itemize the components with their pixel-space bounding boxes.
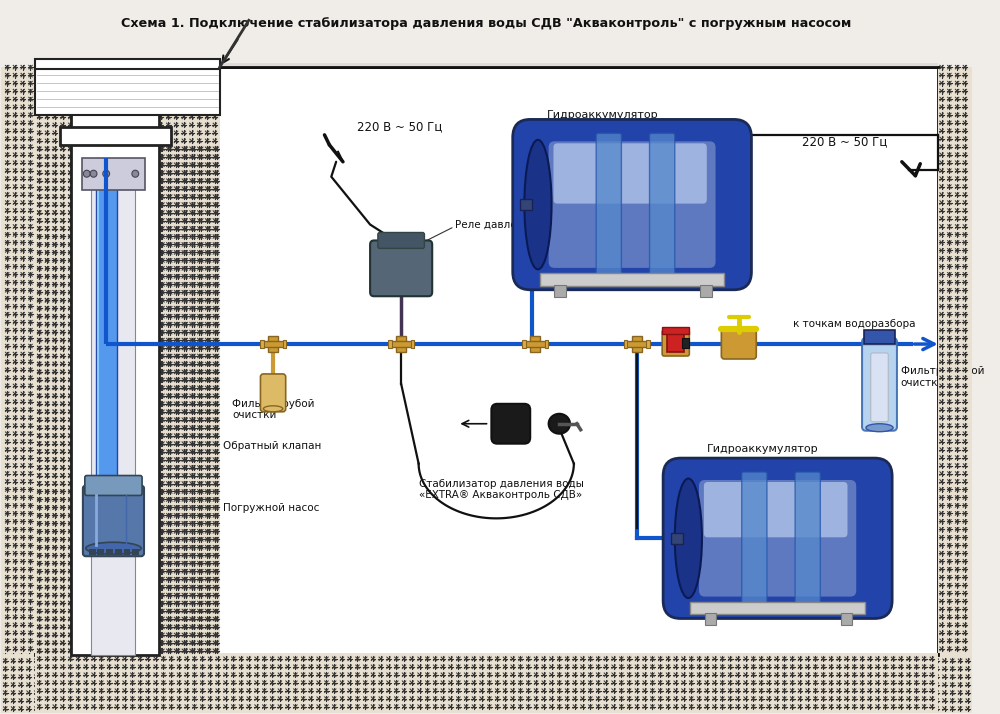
Bar [522, 340, 526, 348]
Bar [260, 340, 264, 348]
Ellipse shape [866, 423, 893, 432]
Bar [35, 59, 220, 69]
Bar [682, 338, 689, 348]
Text: Реле давления воды: Реле давления воды [455, 219, 568, 229]
FancyBboxPatch shape [83, 486, 144, 556]
Bar [35, 67, 938, 655]
Bar [262, 341, 284, 347]
Bar [132, 549, 139, 555]
Bar [540, 273, 724, 286]
Bar [106, 549, 113, 555]
Bar [96, 185, 117, 493]
Bar [554, 285, 566, 297]
Bar [283, 340, 286, 348]
Bar [35, 653, 938, 713]
Ellipse shape [86, 542, 141, 554]
FancyBboxPatch shape [704, 482, 847, 538]
Bar [89, 549, 96, 555]
Bar [1, 70, 35, 658]
Text: Фильтр тонкой
очистки: Фильтр тонкой очистки [901, 366, 984, 388]
FancyBboxPatch shape [260, 374, 286, 412]
FancyBboxPatch shape [370, 241, 432, 296]
FancyBboxPatch shape [378, 233, 424, 248]
Bar [390, 341, 413, 347]
Text: 220 В ~ 50 Гц: 220 В ~ 50 Гц [802, 136, 887, 149]
Bar [71, 107, 159, 655]
Bar [35, 67, 220, 115]
Circle shape [90, 170, 97, 177]
Text: Фильтр грубой
очистки: Фильтр грубой очистки [232, 399, 315, 421]
Text: Гидроаккумулятор: Гидроаккумулятор [547, 110, 659, 120]
Ellipse shape [495, 409, 526, 438]
Bar [396, 336, 406, 352]
Bar [1, 655, 972, 713]
FancyBboxPatch shape [721, 329, 756, 359]
Text: Схема 1. Подключение стабилизатора давления воды СДВ "Акваконтроль" с погружным : Схема 1. Подключение стабилизатора давле… [121, 17, 852, 30]
FancyBboxPatch shape [662, 330, 689, 356]
Bar [700, 285, 712, 297]
Bar [671, 533, 683, 544]
FancyBboxPatch shape [795, 472, 820, 605]
Circle shape [132, 170, 139, 177]
Circle shape [83, 170, 90, 177]
Bar [841, 613, 852, 625]
Bar [646, 340, 650, 348]
Bar [524, 341, 546, 347]
FancyBboxPatch shape [663, 458, 892, 618]
Bar [60, 127, 171, 145]
Bar [115, 549, 122, 555]
FancyBboxPatch shape [742, 472, 767, 605]
Ellipse shape [524, 140, 552, 269]
Bar [35, 67, 220, 655]
Ellipse shape [263, 406, 283, 412]
Bar [91, 181, 135, 655]
FancyBboxPatch shape [491, 404, 530, 443]
FancyBboxPatch shape [596, 134, 621, 276]
FancyBboxPatch shape [549, 141, 716, 268]
FancyBboxPatch shape [553, 144, 707, 203]
Bar [662, 327, 689, 334]
Text: 220 В ~ 50 Гц: 220 В ~ 50 Гц [357, 121, 443, 134]
Text: Погружной насос: Погружной насос [223, 503, 319, 513]
Bar [624, 340, 627, 348]
Ellipse shape [675, 478, 702, 598]
Bar [632, 336, 642, 352]
Text: к точкам водоразбора: к точкам водоразбора [793, 319, 915, 329]
Bar [938, 67, 972, 653]
Bar [690, 601, 865, 615]
FancyBboxPatch shape [699, 480, 856, 597]
Bar [411, 340, 414, 348]
FancyBboxPatch shape [85, 476, 142, 496]
Bar [626, 341, 648, 347]
Bar [388, 340, 392, 348]
FancyBboxPatch shape [871, 353, 888, 422]
Bar [705, 613, 716, 625]
Bar [97, 549, 104, 555]
Text: Гидроаккумулятор: Гидроаккумулятор [707, 443, 819, 453]
Bar [864, 330, 895, 344]
Bar [530, 336, 540, 352]
Text: Стабилизатор давления воды
«EXTRA® Акваконтроль СДВ»: Стабилизатор давления воды «EXTRA® Аквак… [419, 478, 584, 500]
FancyBboxPatch shape [862, 338, 897, 431]
Bar [1, 67, 35, 653]
Ellipse shape [549, 414, 570, 433]
Bar [82, 158, 145, 190]
FancyBboxPatch shape [650, 134, 675, 276]
Bar [938, 70, 972, 658]
Circle shape [103, 170, 110, 177]
Bar [35, 63, 938, 67]
Text: Обратный клапан: Обратный клапан [223, 441, 321, 451]
Bar [268, 336, 278, 352]
Bar [545, 340, 548, 348]
Bar [667, 334, 684, 352]
Bar [520, 199, 532, 210]
FancyBboxPatch shape [513, 119, 751, 290]
Bar [124, 549, 130, 555]
